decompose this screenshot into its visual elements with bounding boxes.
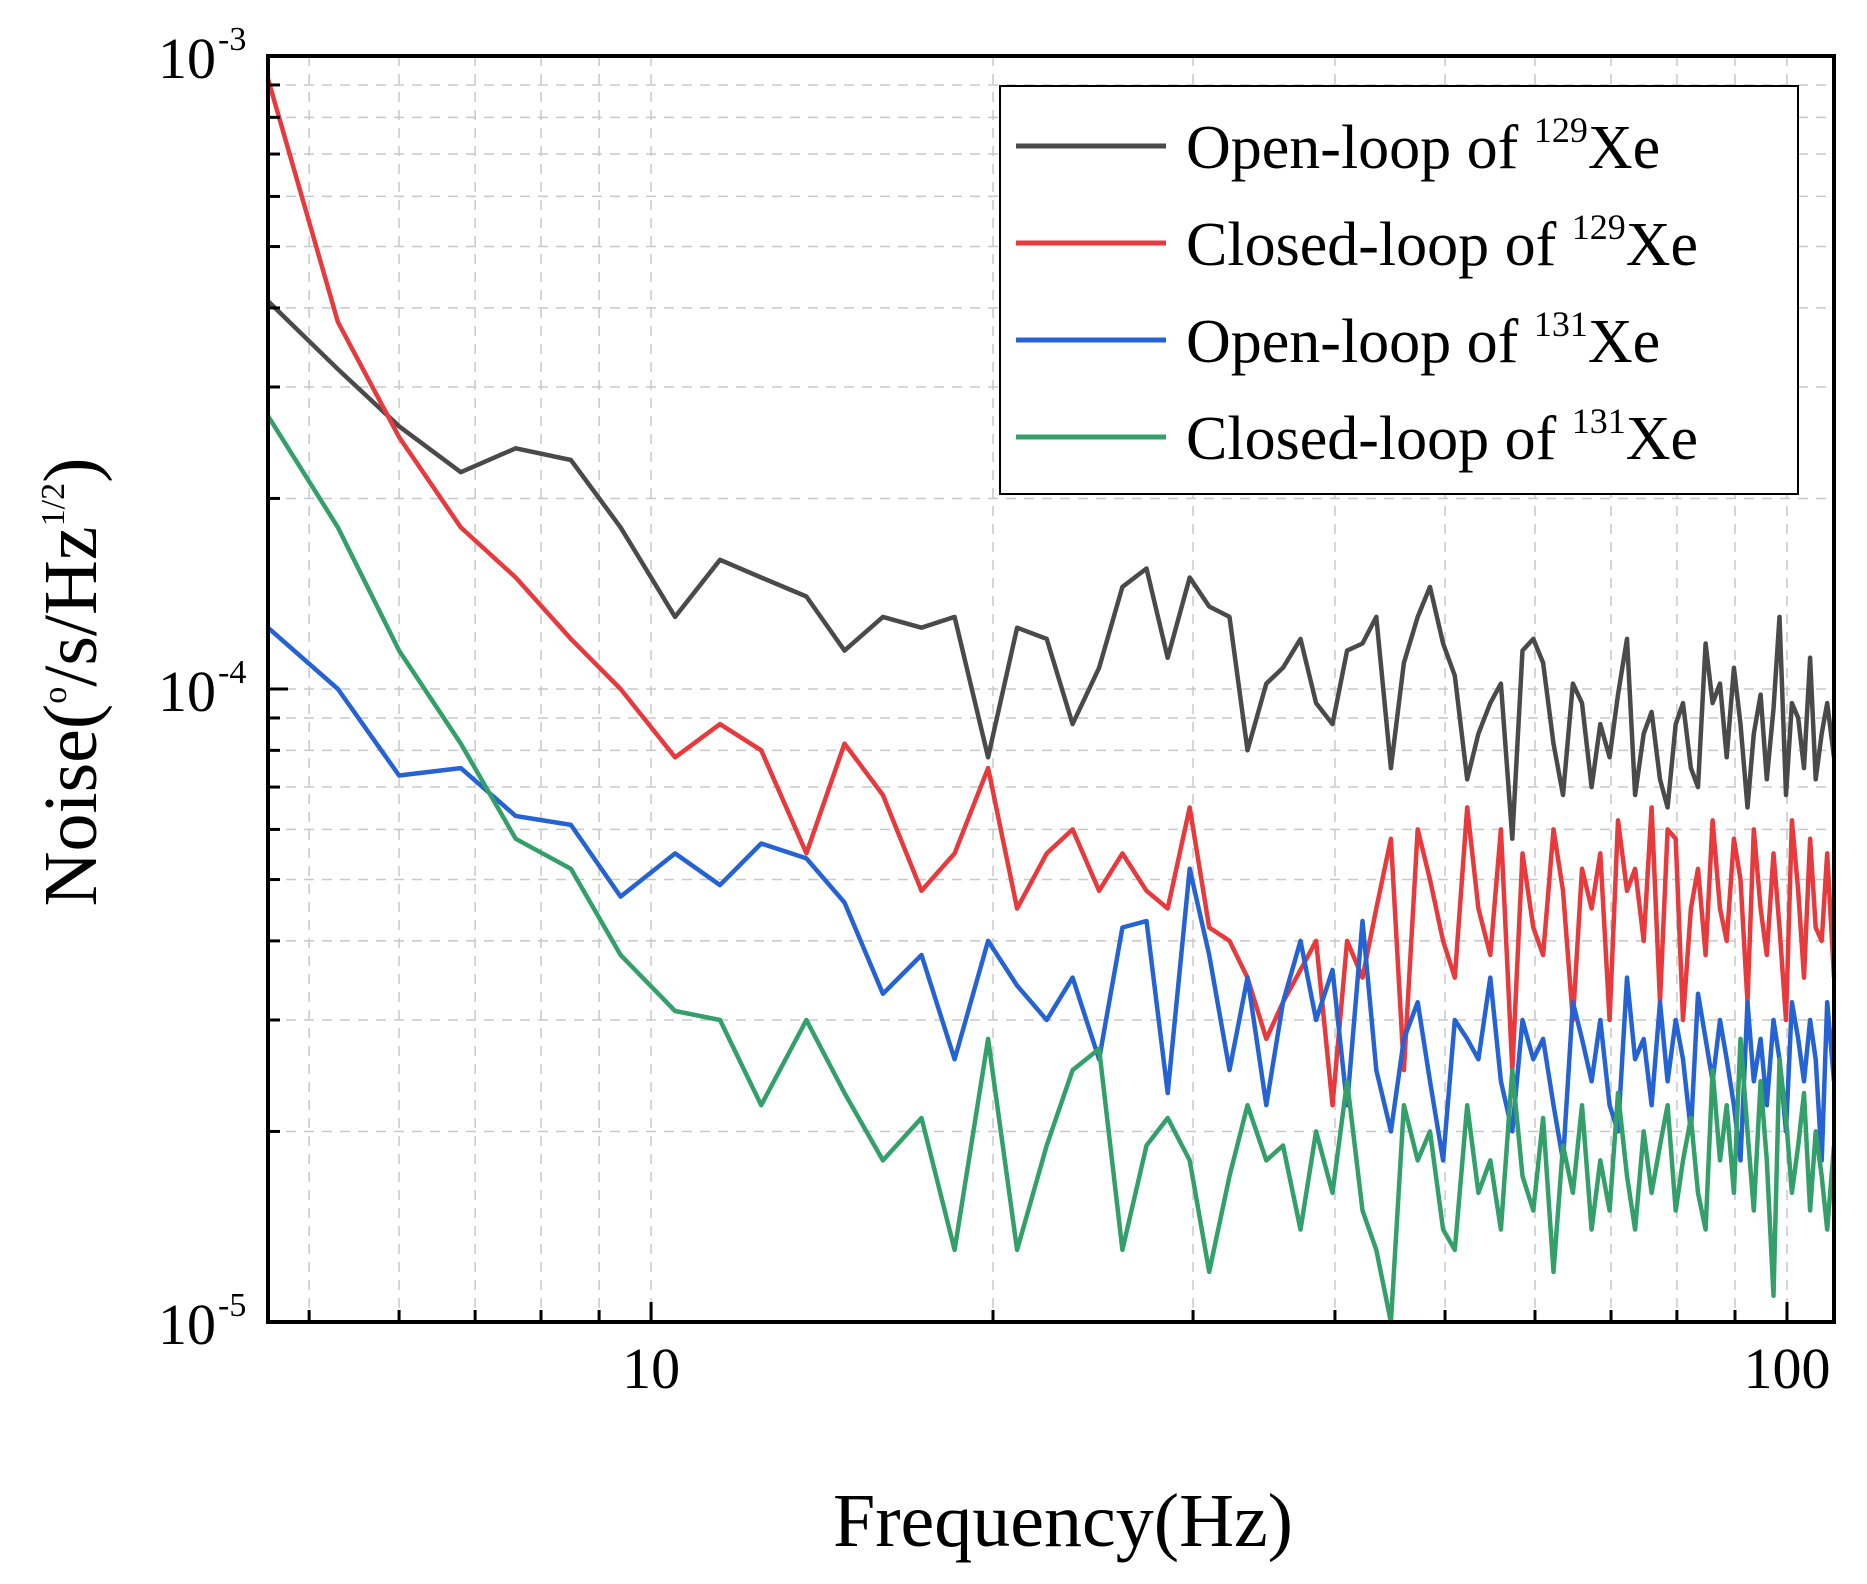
legend-label-main: Open-loop of [1186, 114, 1534, 182]
x-tick-label: 100 [1743, 1336, 1830, 1401]
legend-box [999, 85, 1799, 495]
legend-label-element: Xe [1626, 405, 1698, 473]
y-axis-title-power: 1/2 [35, 483, 72, 526]
legend-label-element: Xe [1588, 114, 1660, 182]
series-line-1 [266, 299, 1837, 842]
y-tick-label-exponent: -3 [218, 21, 246, 58]
y-axis-title: Noise(o/s/Hz1/2) [29, 458, 113, 907]
legend-label-2: Closed-loop of 129Xe [1186, 207, 1698, 279]
legend-label-isotope: 129 [1534, 110, 1588, 150]
legend-label-3: Open-loop of 131Xe [1186, 304, 1660, 376]
y-axis-title-prefix: Noise( [29, 704, 113, 907]
y-tick-label: 10 [158, 1292, 216, 1357]
y-tick-label-exponent: -5 [218, 1287, 246, 1324]
series-line-2 [265, 78, 1837, 1108]
legend-label-isotope: 131 [1534, 304, 1588, 344]
legend-label-main: Closed-loop of [1186, 405, 1572, 473]
legend-label-element: Xe [1626, 211, 1698, 279]
y-axis-title-suffix: ) [29, 458, 113, 483]
series-line-4 [266, 414, 1837, 1325]
legend-label-isotope: 129 [1572, 207, 1626, 247]
legend-label-main: Closed-loop of [1186, 211, 1572, 279]
y-tick-label-exponent: -4 [218, 654, 246, 691]
legend-label-main: Open-loop of [1186, 308, 1534, 376]
y-axis-title-degree: o [37, 687, 74, 704]
legend-label-4: Closed-loop of 131Xe [1186, 401, 1698, 473]
y-axis-title-units: /s/Hz [29, 526, 113, 686]
axis-ticks [268, 54, 1789, 1324]
y-tick-label: 10 [158, 26, 216, 91]
legend-label-isotope: 131 [1572, 401, 1626, 441]
x-tick-label: 10 [622, 1336, 680, 1401]
series-lines [265, 78, 1837, 1325]
legend-label-1: Open-loop of 129Xe [1186, 110, 1660, 182]
legend-label-element: Xe [1588, 308, 1660, 376]
y-tick-label: 10 [158, 659, 216, 724]
x-axis-title: Frequency(Hz) [833, 1479, 1293, 1563]
